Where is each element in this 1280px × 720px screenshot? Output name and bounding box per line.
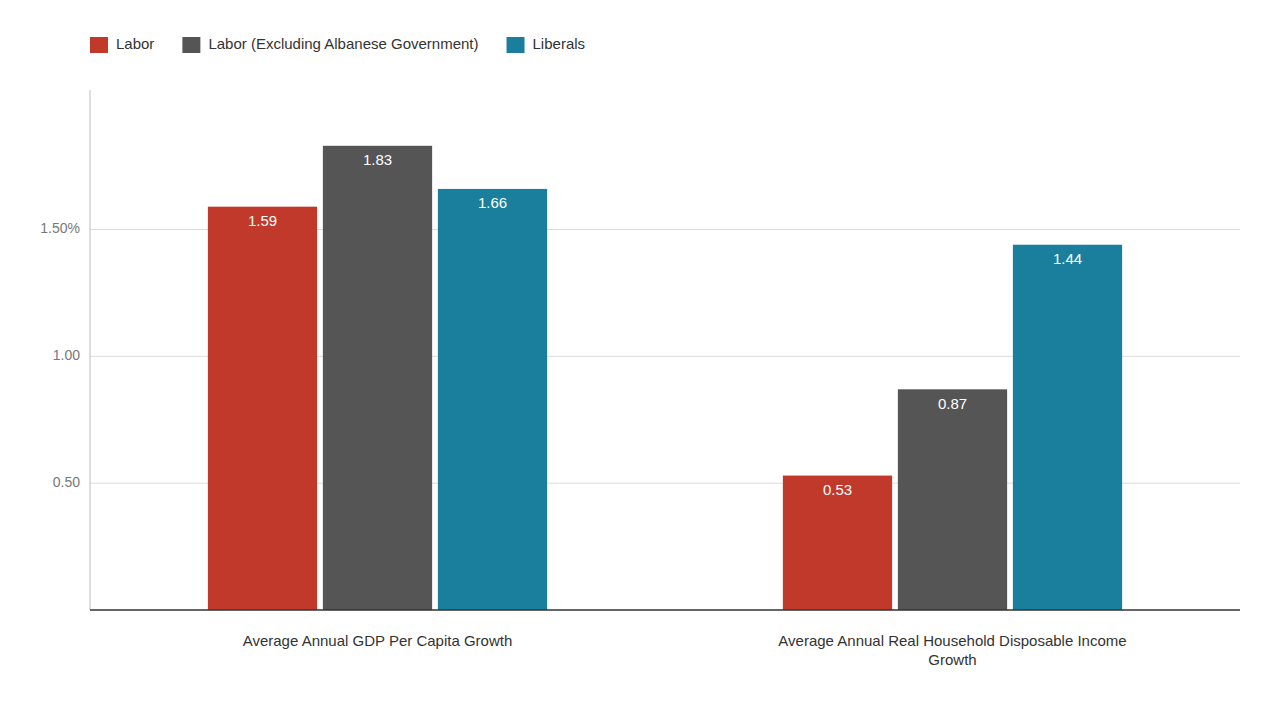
- data-label: 1.83: [363, 151, 392, 168]
- legend-swatch: [182, 37, 200, 53]
- x-tick-label: Average Annual GDP Per Capita Growth: [243, 632, 513, 649]
- bar: [783, 476, 892, 610]
- legend-swatch: [90, 37, 108, 53]
- data-label: 0.87: [938, 395, 967, 412]
- y-tick-label: 1.50%: [40, 220, 80, 236]
- x-axis-line: [90, 609, 1240, 611]
- bars: [208, 146, 1122, 610]
- legend-item: Labor: [90, 35, 154, 53]
- data-label: 1.66: [478, 194, 507, 211]
- x-tick-label-line: Growth: [928, 651, 976, 668]
- x-tick-label-line: Average Annual GDP Per Capita Growth: [243, 632, 513, 649]
- y-axis-line: [90, 90, 91, 610]
- bar: [323, 146, 432, 610]
- data-label: 1.59: [248, 212, 277, 229]
- x-tick-label-line: Average Annual Real Household Disposable…: [778, 632, 1126, 649]
- legend-item: Liberals: [507, 35, 586, 53]
- legend-swatch: [507, 37, 525, 53]
- x-tick-label: Average Annual Real Household Disposable…: [778, 632, 1126, 668]
- y-tick-label: 1.00: [53, 347, 80, 363]
- legend-item: Labor (Excluding Albanese Government): [182, 35, 478, 53]
- bar: [438, 189, 547, 610]
- legend-label: Labor (Excluding Albanese Government): [208, 35, 478, 52]
- legend: Labor Labor (Excluding Albanese Governmen…: [90, 35, 585, 53]
- bar: [898, 389, 1007, 610]
- bar: [208, 207, 317, 610]
- y-tick-label: 0.50: [53, 474, 80, 490]
- bar: [1013, 245, 1122, 610]
- data-labels: 1.59 1.83 1.66 0.53 0.87 1.44: [248, 151, 1082, 498]
- data-label: 1.44: [1053, 250, 1082, 267]
- data-label: 0.53: [823, 481, 852, 498]
- chart: 0.50 1.00 1.50% 1.59 1.83 1.66 0.53 0.87 1.44 Ave…: [0, 0, 1280, 720]
- legend-label: Labor: [116, 35, 154, 52]
- legend-label: Liberals: [533, 35, 586, 52]
